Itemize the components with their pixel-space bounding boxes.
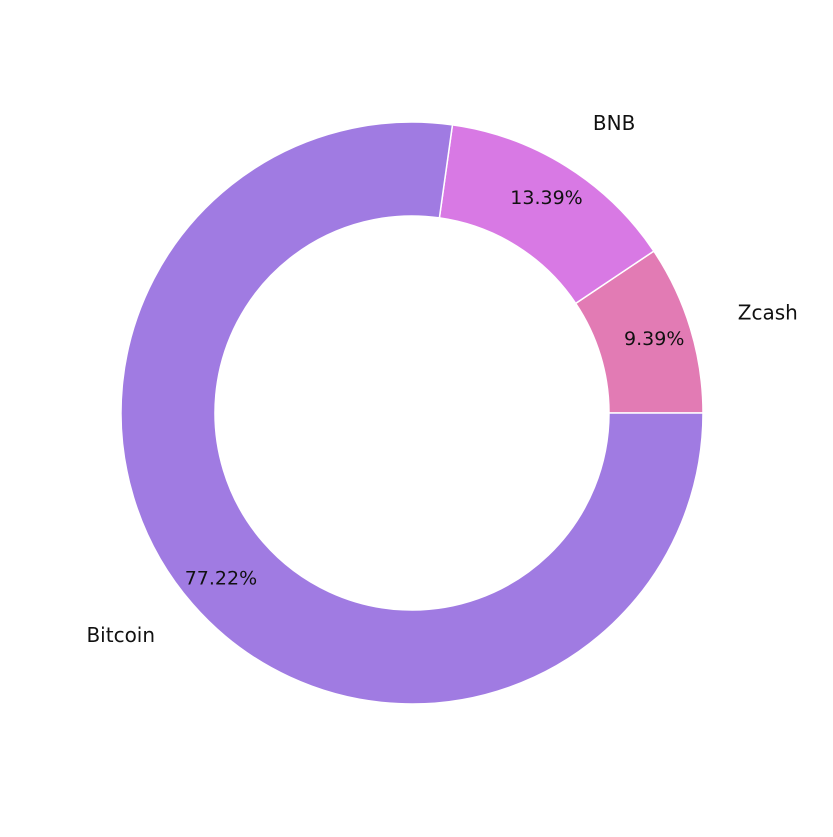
slice-label: BNB	[593, 111, 635, 135]
slice-percent: 13.39%	[510, 187, 582, 209]
slice	[120, 121, 704, 705]
slice-percent: 77.22%	[185, 568, 257, 590]
slice-label: Bitcoin	[86, 623, 155, 647]
slice-percent: 9.39%	[624, 328, 684, 350]
slice-label: Zcash	[738, 301, 798, 325]
